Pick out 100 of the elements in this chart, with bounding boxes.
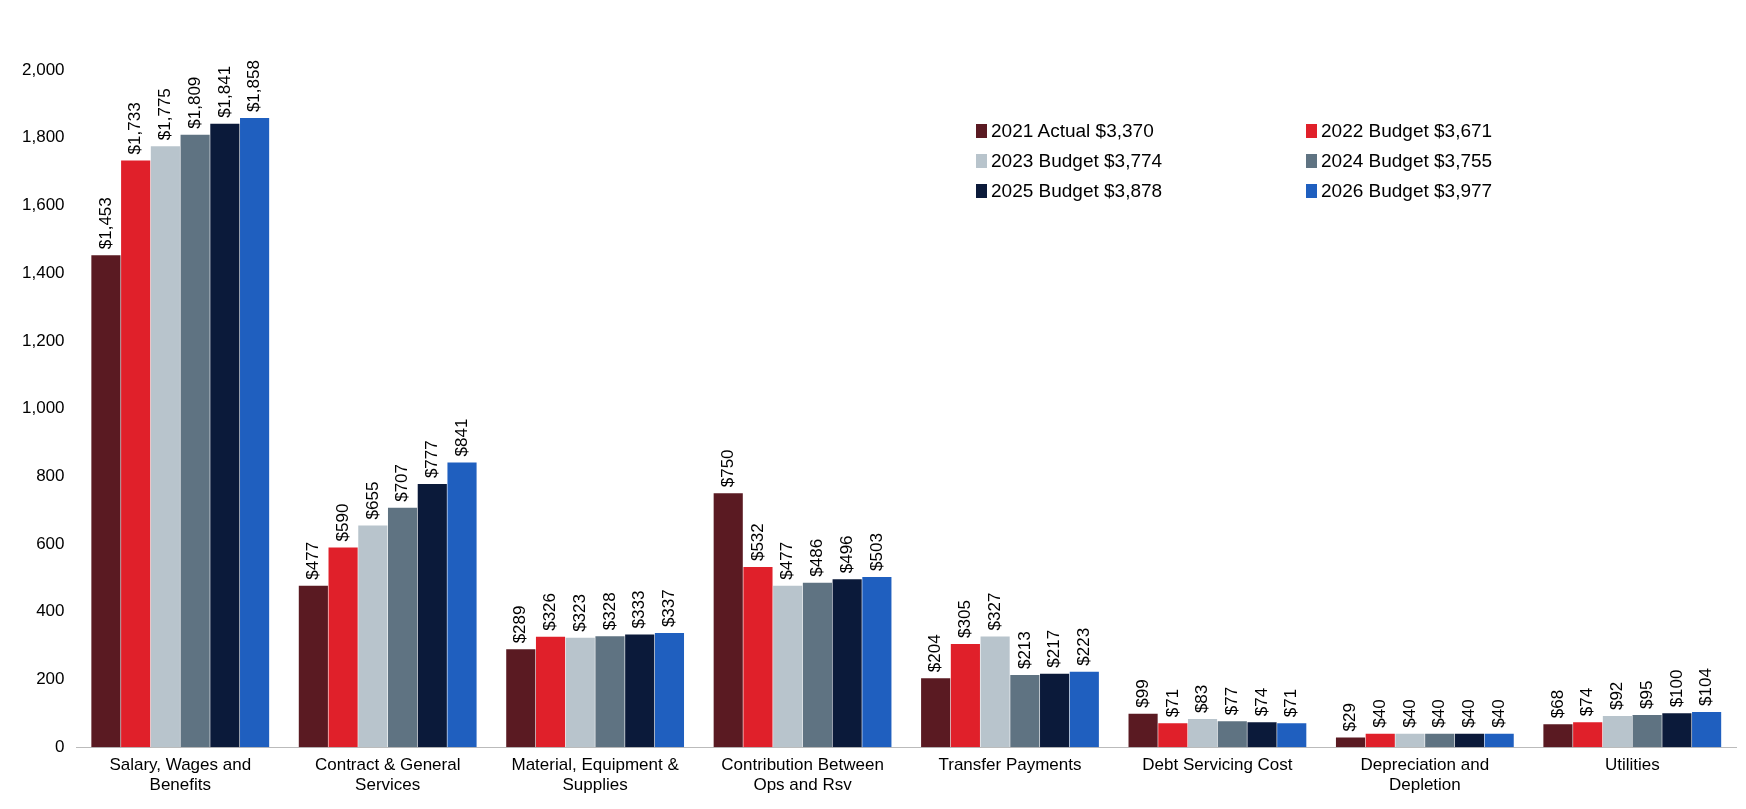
bar <box>980 636 1010 748</box>
bar <box>1632 715 1662 748</box>
data-label: $71 <box>1162 688 1182 718</box>
data-label: $305 <box>955 600 975 638</box>
data-label: $83 <box>1192 684 1212 714</box>
bar <box>1010 675 1040 748</box>
bar <box>240 118 270 748</box>
bar <box>1602 716 1632 748</box>
bar <box>1247 722 1277 748</box>
bar <box>565 637 595 748</box>
bar <box>1573 722 1603 748</box>
y-tick-label: 1,800 <box>21 127 65 147</box>
data-label: $100 <box>1666 669 1686 708</box>
data-label: $590 <box>332 503 352 542</box>
data-label: $1,841 <box>214 65 234 118</box>
bar <box>121 160 151 748</box>
data-label: $99 <box>1132 679 1152 708</box>
bar <box>447 462 477 748</box>
data-label: $1,858 <box>244 60 264 113</box>
y-tick-label: 1,200 <box>21 330 65 350</box>
data-label: $1,733 <box>125 102 145 155</box>
data-label: $92 <box>1607 681 1627 711</box>
data-label: $223 <box>1074 627 1093 666</box>
data-label: $503 <box>866 533 886 571</box>
bar <box>150 146 180 748</box>
data-label: $707 <box>392 463 412 502</box>
bar <box>832 579 862 748</box>
data-label: $477 <box>303 541 323 580</box>
data-label: $326 <box>540 592 560 631</box>
x-tick-label: Transfer Payments <box>938 755 1082 775</box>
bar <box>773 585 803 748</box>
data-label: $40 <box>1429 699 1449 728</box>
bar <box>328 547 358 748</box>
bar <box>506 649 536 748</box>
bar <box>1543 724 1573 748</box>
data-label: $74 <box>1577 687 1597 717</box>
bar <box>1040 673 1070 748</box>
x-tick-label: Contract & General Services <box>314 755 461 795</box>
bar <box>625 634 655 748</box>
data-label: $1,775 <box>155 88 175 141</box>
data-label: $40 <box>1399 699 1419 728</box>
data-label: $74 <box>1251 687 1271 717</box>
bar <box>1277 723 1307 748</box>
bar <box>91 255 121 748</box>
y-tick-label: 2,000 <box>21 59 65 79</box>
bar <box>210 123 240 748</box>
bar <box>1187 719 1218 748</box>
data-label: $204 <box>925 634 945 673</box>
data-label: $750 <box>717 449 737 488</box>
bar <box>862 576 892 748</box>
data-label: $1,453 <box>95 197 115 250</box>
bar <box>802 582 832 748</box>
data-label: $496 <box>836 535 856 574</box>
legend-label: 2021 Actual $3,370 <box>991 120 1154 142</box>
data-label: $777 <box>421 440 441 479</box>
data-label: $532 <box>747 523 767 562</box>
x-tick-label: Material, Equipment & Supplies <box>511 755 680 795</box>
bar <box>535 636 566 748</box>
bar <box>1069 671 1099 748</box>
data-label: $217 <box>1044 629 1064 668</box>
bar <box>743 567 773 748</box>
x-tick-label: Debt Servicing Cost <box>1142 755 1293 775</box>
data-label: $328 <box>599 592 619 631</box>
y-tick-label: 800 <box>36 466 65 486</box>
bar <box>358 525 388 748</box>
bar <box>1158 723 1188 748</box>
bar <box>1335 737 1366 748</box>
bar <box>1128 713 1158 748</box>
y-tick-label: 400 <box>36 601 65 621</box>
data-label: $213 <box>1014 631 1034 670</box>
bar <box>921 678 951 748</box>
bar <box>1454 733 1485 748</box>
data-label: $486 <box>807 538 827 577</box>
bar <box>180 134 210 748</box>
bar <box>298 585 328 748</box>
legend-label: 2022 Budget $3,671 <box>1321 120 1493 142</box>
legend-label: 2026 Budget $3,977 <box>1321 180 1493 202</box>
data-label: $323 <box>569 594 589 632</box>
bar <box>654 633 685 748</box>
y-tick-label: 0 <box>55 736 65 756</box>
data-label: $71 <box>1281 688 1301 718</box>
bar <box>595 636 625 748</box>
x-tick-label: Contribution Between Ops and Rsv <box>721 755 884 795</box>
data-label: $95 <box>1636 680 1656 710</box>
data-label: $477 <box>777 541 797 580</box>
data-label: $841 <box>451 418 471 457</box>
x-tick-label: Utilities <box>1604 755 1660 775</box>
data-label: $40 <box>1369 699 1389 728</box>
data-label: $104 <box>1696 668 1716 706</box>
bar <box>387 507 418 748</box>
y-tick-label: 600 <box>36 533 65 553</box>
legend-label: 2025 Budget $3,878 <box>991 180 1163 202</box>
bar <box>1662 713 1692 748</box>
data-label: $333 <box>629 590 649 629</box>
data-label: $77 <box>1221 686 1241 716</box>
legend-label: 2023 Budget $3,774 <box>991 150 1163 172</box>
y-tick-label: 1,600 <box>21 195 65 215</box>
data-label: $289 <box>510 605 530 644</box>
data-label: $1,809 <box>184 76 204 129</box>
data-label: $327 <box>984 592 1004 631</box>
